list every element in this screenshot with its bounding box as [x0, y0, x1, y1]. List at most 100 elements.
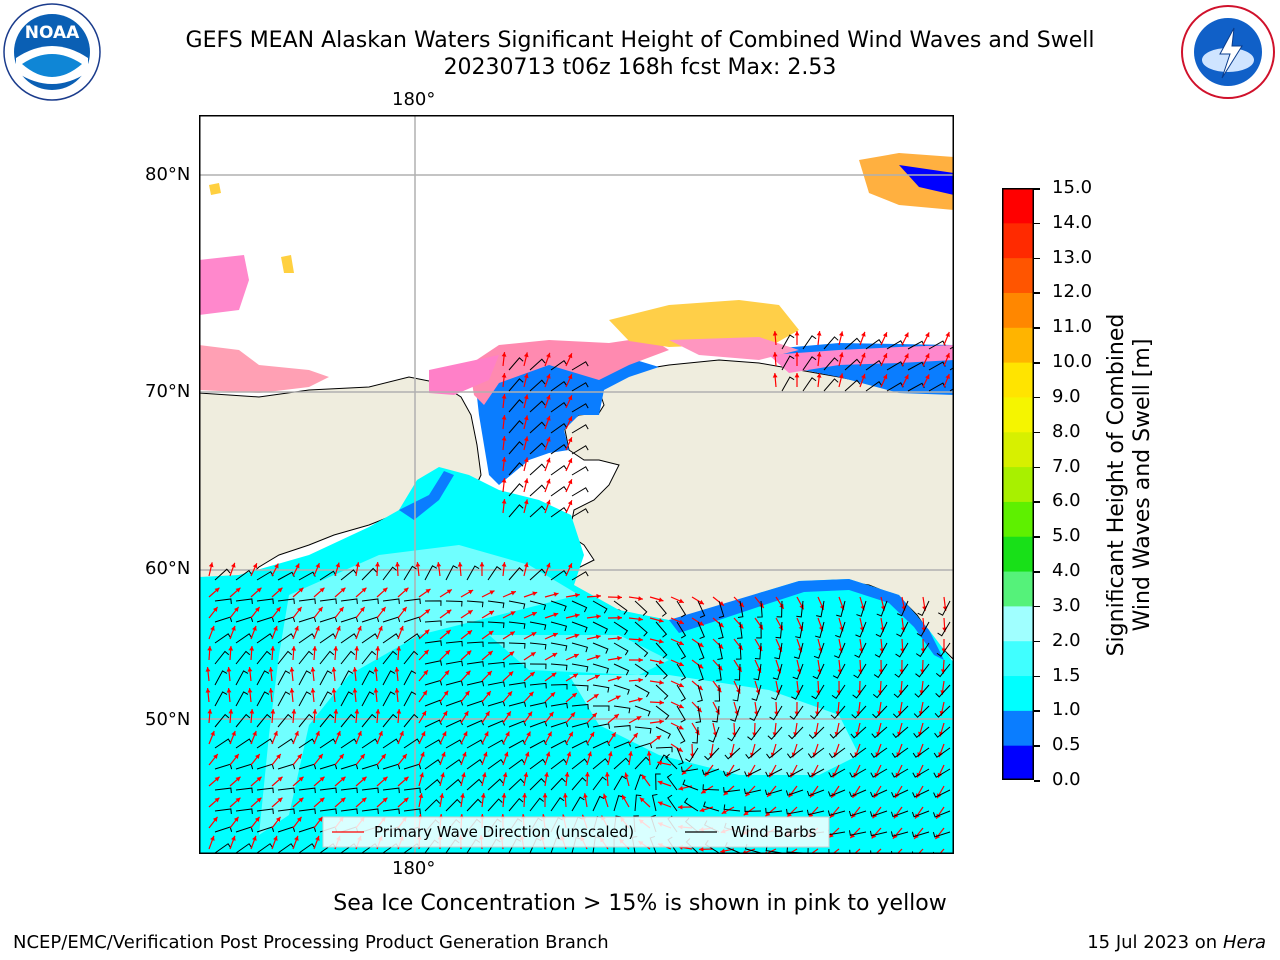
wave-arrow-head — [289, 688, 295, 693]
wind-barb — [781, 334, 795, 350]
wind-barb — [550, 621, 568, 632]
wind-barb — [445, 778, 462, 791]
colorbar-tick-mark — [1034, 780, 1040, 782]
wind-barb — [592, 642, 609, 654]
wind-barb — [827, 810, 846, 816]
wave-arrow-head — [547, 731, 552, 737]
wind-barb — [487, 758, 505, 770]
wave-arrow-head — [550, 692, 556, 698]
wave-arrow-head — [440, 772, 445, 778]
wave-arrow-head — [252, 563, 258, 569]
wind-barb — [613, 663, 630, 676]
wind-barb — [634, 663, 649, 678]
wave-arrow-head — [568, 731, 573, 737]
wind-barb — [848, 830, 867, 836]
wind-barb — [823, 378, 839, 392]
wind-barb — [277, 843, 295, 854]
wave-arrow-head — [523, 415, 529, 421]
wind-barb — [277, 738, 295, 749]
wave-arrow-head — [213, 754, 218, 759]
wave-arrow-head — [816, 352, 822, 357]
wind-barb — [529, 720, 548, 728]
wind-barb — [256, 650, 272, 665]
graticule — [199, 115, 954, 854]
wind-barb — [571, 466, 589, 476]
wind-barb — [424, 640, 442, 646]
wind-barb — [550, 380, 568, 392]
wind-barb — [382, 598, 400, 605]
wave-arrow-head — [468, 590, 474, 595]
wave-arrow-head — [310, 667, 316, 672]
wind-barb — [892, 705, 909, 719]
wind-barb — [811, 684, 825, 700]
wind-barb — [681, 766, 699, 773]
wind-barb — [571, 663, 589, 672]
wave-arrow-head — [317, 816, 323, 822]
wind-barb — [769, 705, 783, 721]
wave-arrow-head — [252, 835, 257, 841]
wave-arrow-head — [208, 562, 214, 568]
wind-barb — [256, 598, 274, 605]
wave-arrow-head — [636, 716, 642, 721]
wind-barb — [445, 660, 463, 667]
colorbar-band — [1002, 257, 1034, 293]
noaa-logo: NOAA — [2, 2, 102, 102]
wind-barb — [319, 808, 337, 814]
wave-arrow-head — [529, 671, 535, 677]
wind-barb — [806, 809, 825, 816]
wind-barb — [791, 684, 804, 700]
wave-arrow-head — [546, 436, 551, 442]
wind-barb — [613, 642, 629, 656]
wind-barb — [298, 843, 316, 854]
wind-barb — [382, 713, 398, 728]
wave-arrow-head — [479, 562, 485, 567]
colorbar-tick-label: 11.0 — [1052, 316, 1093, 338]
wave-arrow-head — [523, 499, 529, 505]
wave-arrow-head — [420, 751, 425, 757]
colorbar-tick-mark — [1034, 710, 1040, 712]
wave-arrow-head — [373, 667, 379, 672]
wind-barb — [256, 787, 274, 794]
wind-barb — [571, 487, 589, 497]
wind-barb — [256, 633, 274, 644]
wind-barb — [781, 376, 795, 392]
wave-arrow-head — [340, 797, 346, 803]
wave-arrow-head — [291, 646, 297, 651]
colorbar-tick-label: 0.0 — [1052, 769, 1081, 790]
wave-arrow-head — [617, 656, 622, 661]
wave-arrow-head — [234, 606, 239, 612]
wind-barb — [508, 621, 526, 629]
wind-barb — [937, 621, 951, 637]
wave-arrow-head — [501, 499, 507, 504]
wave-arrow-head — [228, 709, 234, 714]
wave-arrow-head — [340, 587, 346, 593]
wave-arrow-head — [871, 833, 877, 839]
nws-logo — [1178, 2, 1278, 102]
wave-arrow-head — [794, 352, 800, 357]
wind-barb — [936, 642, 951, 657]
wind-barb — [466, 565, 480, 581]
wind-barb — [214, 650, 230, 665]
colorbar-band — [1002, 431, 1034, 468]
wave-arrow-head — [396, 709, 402, 714]
wave-arrow-head — [277, 587, 283, 593]
wave-arrow-head — [604, 772, 610, 777]
wave-arrow-head — [553, 592, 559, 597]
wave-arrow-head — [524, 751, 530, 757]
wave-arrow-head — [483, 751, 488, 757]
wind-barb — [508, 798, 524, 812]
colorbar-band — [1002, 710, 1034, 746]
wind-barb — [933, 789, 951, 798]
wind-barb — [340, 598, 358, 605]
wind-barb — [683, 797, 699, 812]
wave-arrow-head — [298, 587, 304, 593]
wind-barb — [792, 663, 804, 680]
wind-barb — [832, 663, 846, 679]
wave-arrow-head — [602, 793, 608, 799]
wind-barb — [550, 642, 568, 651]
wave-arrow-head — [596, 593, 601, 599]
wave-arrow-head — [318, 606, 323, 612]
wind-barb — [214, 713, 230, 728]
wind-barb — [651, 793, 658, 812]
wind-barb — [934, 705, 951, 718]
